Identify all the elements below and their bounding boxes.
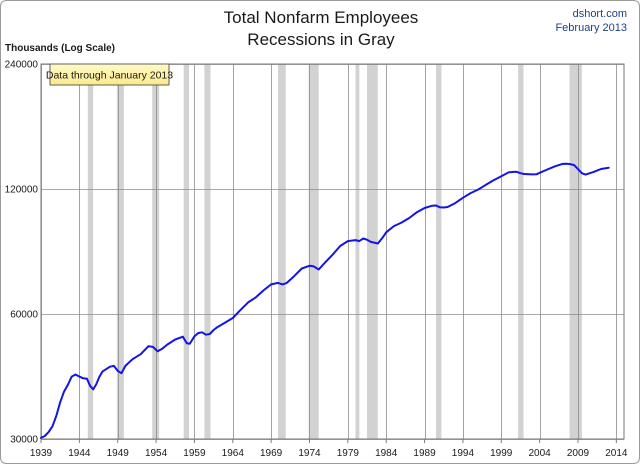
recession-band — [436, 64, 442, 439]
annotation-background — [49, 63, 170, 86]
recession-band — [518, 64, 524, 439]
recession-band — [116, 64, 124, 439]
plot-area-border — [40, 63, 625, 440]
x-tick-label: 2009 — [567, 448, 590, 459]
x-tick-label: 1979 — [337, 448, 360, 459]
recession-band — [367, 64, 378, 439]
x-tick-label: 1949 — [107, 448, 130, 459]
recession-band — [183, 64, 190, 439]
annotation-box: Data through January 2013 — [46, 63, 173, 86]
chart-title: Total Nonfarm Employees Recessions in Gr… — [151, 7, 491, 51]
recession-band — [308, 64, 319, 439]
recession-band — [569, 64, 582, 439]
y-tick-label: 240000 — [5, 60, 39, 71]
source-date: February 2013 — [555, 22, 627, 34]
y-tick-label: 30000 — [10, 435, 38, 446]
chart-title-line-2: Recessions in Gray — [247, 30, 395, 49]
source-site: dshort.com — [572, 8, 627, 20]
recession-band — [204, 64, 211, 439]
y-axis-label: Thousands (Log Scale) — [5, 43, 116, 54]
x-tick-label: 1959 — [183, 448, 206, 459]
recession-band — [87, 64, 94, 439]
chart-source: dshort.com February 2013 — [555, 7, 627, 35]
x-tick-label: 1994 — [452, 448, 475, 459]
series-line-nonfarm-employees — [40, 162, 610, 439]
y-tick-label: 60000 — [10, 310, 38, 321]
y-tick-label: 120000 — [5, 185, 39, 196]
recession-band — [278, 64, 286, 439]
recession-band — [152, 64, 160, 439]
x-tick-label: 1989 — [413, 448, 436, 459]
x-tick-label: 1964 — [222, 448, 245, 459]
x-tick-label: 1999 — [490, 448, 513, 459]
x-tick-label: 1954 — [145, 448, 168, 459]
x-tick-label: 2014 — [605, 448, 628, 459]
x-tick-label: 1969 — [260, 448, 283, 459]
x-tick-label: 1984 — [375, 448, 398, 459]
recession-band — [355, 64, 360, 439]
x-tick-label: 1939 — [30, 448, 53, 459]
x-tick-label: 2004 — [528, 448, 551, 459]
annotation-text: Data through January 2013 — [46, 70, 173, 82]
x-tick-label: 1944 — [68, 448, 91, 459]
chart-title-line-1: Total Nonfarm Employees — [223, 8, 419, 27]
x-tick-label: 1974 — [298, 448, 321, 459]
